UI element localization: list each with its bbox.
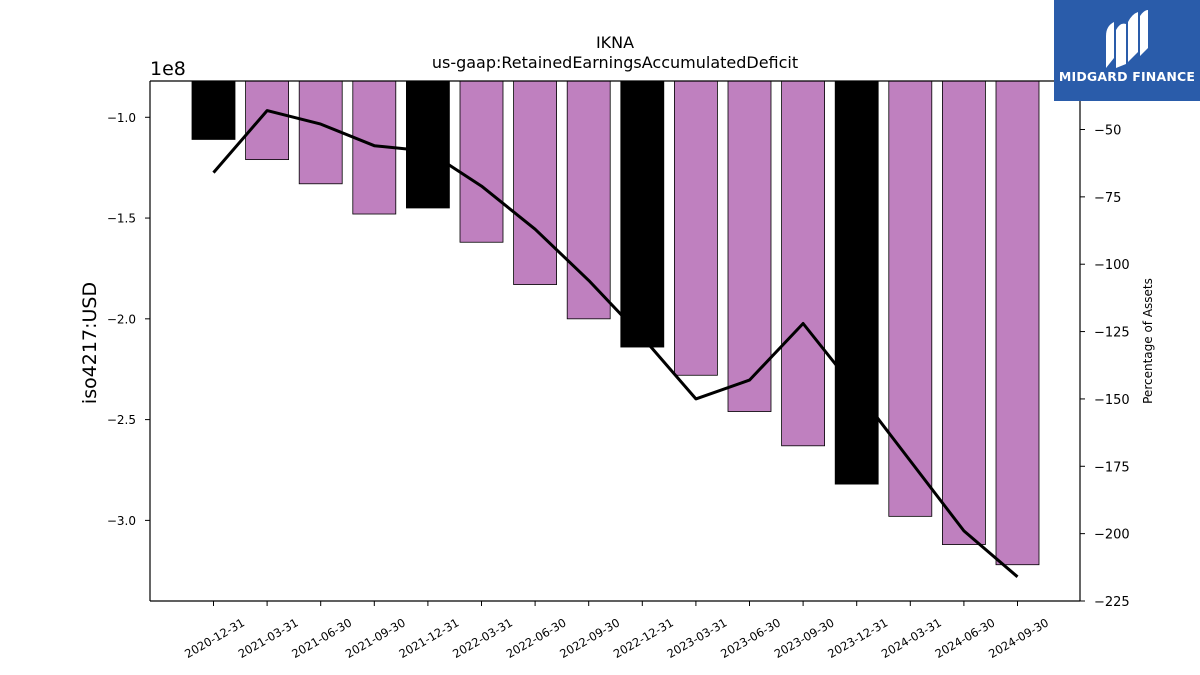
y-tick-label: −2.0 [107, 312, 136, 326]
bar [191, 80, 236, 140]
y-tick-label: −1.5 [107, 212, 136, 226]
y2-tick-label: −50 [1094, 123, 1121, 138]
x-tick-label: 2022-12-31 [611, 615, 676, 661]
x-tick-label: 2022-06-30 [504, 615, 569, 661]
bar [995, 80, 1040, 566]
x-tick-label: 2023-09-30 [772, 615, 837, 661]
bar [942, 80, 986, 545]
y-offset-label: 1e8 [150, 58, 186, 80]
brand-logo: MIDGARD FINANCE [1054, 0, 1200, 101]
x-tick-label: 2024-06-30 [933, 615, 998, 661]
bar [405, 80, 450, 209]
bar [781, 80, 825, 447]
x-tick-label: 2021-12-31 [397, 615, 462, 661]
bar [834, 80, 879, 485]
y-axis-label: iso4217:USD [79, 282, 101, 404]
y-tick-label: −2.5 [107, 413, 136, 427]
bar [888, 80, 933, 517]
y2-tick-label: −75 [1094, 191, 1121, 206]
bar [727, 80, 772, 412]
line-group [212, 109, 1019, 578]
y2-tick-label: −100 [1094, 258, 1130, 273]
bar [245, 80, 290, 161]
bar [459, 80, 504, 243]
chart-subtitle: us-gaap:RetainedEarningsAccumulatedDefic… [432, 53, 798, 72]
logo-mark-icon [1106, 10, 1148, 69]
x-tick-label: 2022-09-30 [557, 615, 622, 661]
line-series-percentage-of-assets [212, 109, 1019, 578]
bar [674, 80, 718, 376]
x-tick-label: 2021-03-31 [236, 615, 301, 661]
bars-group [191, 80, 1040, 566]
x-tick-label: 2024-09-30 [986, 615, 1051, 661]
x-tick-label: 2023-12-31 [825, 615, 890, 661]
x-tick-label: 2023-06-30 [718, 615, 783, 661]
y2-axis-label: Percentage of Assets [1141, 278, 1155, 404]
y2-tick-label: −200 [1094, 528, 1130, 543]
x-tick-label: 2021-09-30 [343, 615, 408, 661]
bar [513, 80, 557, 285]
y2-tick-label: −225 [1094, 595, 1130, 610]
y2-tick-label: −125 [1094, 326, 1130, 341]
logo-text: MIDGARD FINANCE [1058, 69, 1196, 84]
x-tick-label: 2021-06-30 [289, 615, 354, 661]
bar [620, 80, 665, 348]
y-tick-label: −1.0 [107, 111, 136, 125]
bar [298, 80, 343, 185]
y2-tick-label: −175 [1094, 460, 1130, 475]
chart-title: IKNA [596, 33, 634, 52]
x-tick-label: 2023-03-31 [665, 615, 730, 661]
bar [566, 80, 611, 320]
x-tick-label: 2020-12-31 [182, 615, 247, 661]
y2-tick-label: −150 [1094, 393, 1130, 408]
y-tick-label: −3.0 [107, 514, 136, 528]
x-tick-label: 2022-03-31 [450, 615, 515, 661]
x-tick-label: 2024-03-31 [879, 615, 944, 661]
